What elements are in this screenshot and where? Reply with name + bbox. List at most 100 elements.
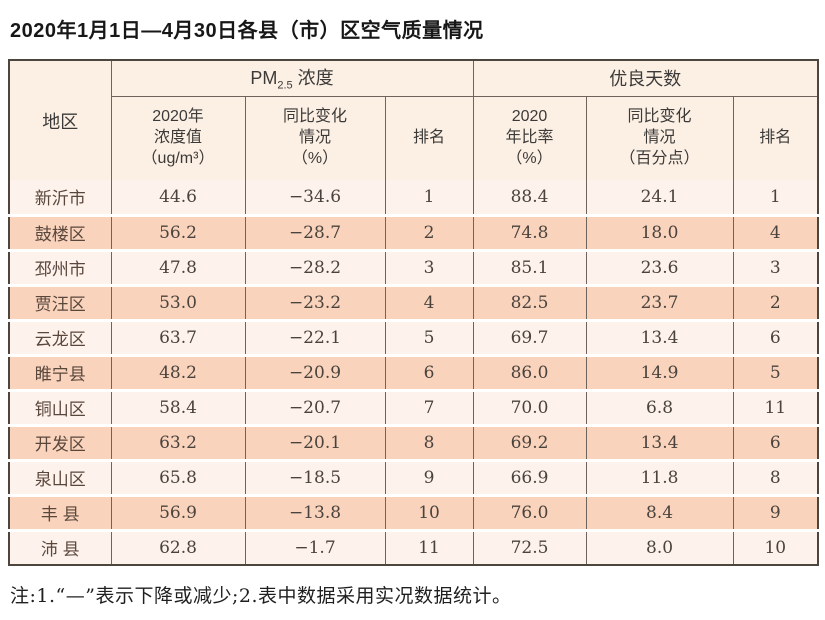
table-header: 地区 PM2.5 浓度 优良天数 2020年 浓度值 （ug/m³） 同比变化 … xyxy=(9,60,819,180)
pm-value-cell: 56.9 xyxy=(111,493,246,530)
region-cell: 贾汪区 xyxy=(9,283,112,320)
region-cell: 睢宁县 xyxy=(9,353,112,390)
pm-change-cell: −20.9 xyxy=(245,353,386,390)
pm-change-cell: −28.7 xyxy=(245,213,386,250)
region-cell: 新沂市 xyxy=(9,180,112,215)
good-rate-cell: 88.4 xyxy=(473,180,587,215)
table-row: 睢宁县 48.2 −20.9 6 86.0 14.9 5 xyxy=(9,353,819,390)
good-rank-cell: 1 xyxy=(733,180,819,215)
region-cell: 铜山区 xyxy=(9,388,112,425)
pm-rank-cell: 5 xyxy=(385,318,474,355)
good-rate-cell: 82.5 xyxy=(473,283,587,320)
pm-rank-cell: 3 xyxy=(385,248,474,285)
page-title: 2020年1月1日—4月30日各县（市）区空气质量情况 xyxy=(10,20,484,42)
good-rank-cell: 6 xyxy=(733,318,819,355)
good-rank-cell: 6 xyxy=(733,423,819,460)
good-rank-cell: 2 xyxy=(733,283,819,320)
column-header-pm-rank: 排名 xyxy=(385,96,474,180)
good-rate-cell: 76.0 xyxy=(473,493,587,530)
group-header-good-days: 优良天数 xyxy=(473,60,819,97)
region-cell: 云龙区 xyxy=(9,318,112,355)
region-cell: 开发区 xyxy=(9,423,112,460)
good-rank-cell: 8 xyxy=(733,458,819,495)
good-rate-cell: 70.0 xyxy=(473,388,587,425)
good-rank-cell: 10 xyxy=(733,528,819,565)
table-row: 云龙区 63.7 −22.1 5 69.7 13.4 6 xyxy=(9,318,819,355)
pm-rank-cell: 2 xyxy=(385,213,474,250)
good-change-cell: 6.8 xyxy=(586,388,734,425)
good-rank-cell: 9 xyxy=(733,493,819,530)
pm25-label-subscript: 2.5 xyxy=(277,80,293,93)
good-change-cell: 23.6 xyxy=(586,248,734,285)
good-rate-cell: 86.0 xyxy=(473,353,587,390)
good-change-cell: 23.7 xyxy=(586,283,734,320)
pm-rank-cell: 9 xyxy=(385,458,474,495)
good-change-cell: 8.4 xyxy=(586,493,734,530)
pm-change-cell: −22.1 xyxy=(245,318,386,355)
table-row: 沛 县 62.8 −1.7 11 72.5 8.0 10 xyxy=(9,528,819,565)
pm-rank-cell: 8 xyxy=(385,423,474,460)
pm25-label-base: PM xyxy=(250,68,278,89)
air-quality-table: 地区 PM2.5 浓度 优良天数 2020年 浓度值 （ug/m³） 同比变化 … xyxy=(8,59,820,566)
region-cell: 丰 县 xyxy=(9,493,112,530)
pm-value-cell: 62.8 xyxy=(111,528,246,565)
good-rank-cell: 4 xyxy=(733,213,819,250)
good-change-cell: 18.0 xyxy=(586,213,734,250)
good-rank-cell: 5 xyxy=(733,353,819,390)
region-cell: 沛 县 xyxy=(9,528,112,565)
table-row: 开发区 63.2 −20.1 8 69.2 13.4 6 xyxy=(9,423,819,460)
footnote: 注:1.“—”表示下降或减少;2.表中数据采用实况数据统计。 xyxy=(10,585,512,607)
region-cell: 鼓楼区 xyxy=(9,213,112,250)
column-header-good-rate: 2020 年比率 （%） xyxy=(473,96,587,180)
pm-change-cell: −20.7 xyxy=(245,388,386,425)
good-change-cell: 13.4 xyxy=(586,423,734,460)
pm-rank-cell: 4 xyxy=(385,283,474,320)
pm-rank-cell: 11 xyxy=(385,528,474,565)
group-header-pm25: PM2.5 浓度 xyxy=(111,60,474,97)
good-rate-cell: 72.5 xyxy=(473,528,587,565)
column-header-region: 地区 xyxy=(9,60,112,180)
pm-value-cell: 48.2 xyxy=(111,353,246,390)
pm-change-cell: −28.2 xyxy=(245,248,386,285)
table-row: 泉山区 65.8 −18.5 9 66.9 11.8 8 xyxy=(9,458,819,495)
table-row: 铜山区 58.4 −20.7 7 70.0 6.8 11 xyxy=(9,388,819,425)
pm-value-cell: 47.8 xyxy=(111,248,246,285)
pm25-label-tail: 浓度 xyxy=(292,68,334,89)
good-rate-cell: 66.9 xyxy=(473,458,587,495)
table-row: 丰 县 56.9 −13.8 10 76.0 8.4 9 xyxy=(9,493,819,530)
pm-change-cell: −20.1 xyxy=(245,423,386,460)
pm-change-cell: −18.5 xyxy=(245,458,386,495)
pm-rank-cell: 6 xyxy=(385,353,474,390)
region-cell: 邳州市 xyxy=(9,248,112,285)
good-change-cell: 14.9 xyxy=(586,353,734,390)
table-row: 邳州市 47.8 −28.2 3 85.1 23.6 3 xyxy=(9,248,819,285)
good-rank-cell: 11 xyxy=(733,388,819,425)
good-rate-cell: 69.7 xyxy=(473,318,587,355)
pm-value-cell: 63.7 xyxy=(111,318,246,355)
good-change-cell: 24.1 xyxy=(586,180,734,215)
table-body: 新沂市 44.6 −34.6 1 88.4 24.1 1 鼓楼区 56.2 −2… xyxy=(9,180,819,565)
table-row: 鼓楼区 56.2 −28.7 2 74.8 18.0 4 xyxy=(9,213,819,250)
table-row: 贾汪区 53.0 −23.2 4 82.5 23.7 2 xyxy=(9,283,819,320)
pm-value-cell: 65.8 xyxy=(111,458,246,495)
region-cell: 泉山区 xyxy=(9,458,112,495)
good-rate-cell: 69.2 xyxy=(473,423,587,460)
pm-value-cell: 44.6 xyxy=(111,180,246,215)
good-rate-cell: 74.8 xyxy=(473,213,587,250)
table-row: 新沂市 44.6 −34.6 1 88.4 24.1 1 xyxy=(9,180,819,215)
pm-change-cell: −34.6 xyxy=(245,180,386,215)
column-header-good-rank: 排名 xyxy=(733,96,819,180)
pm-rank-cell: 7 xyxy=(385,388,474,425)
pm-change-cell: −23.2 xyxy=(245,283,386,320)
pm-value-cell: 56.2 xyxy=(111,213,246,250)
column-header-pm-value: 2020年 浓度值 （ug/m³） xyxy=(111,96,246,180)
column-header-good-change: 同比变化 情况 （百分点） xyxy=(586,96,734,180)
good-rank-cell: 3 xyxy=(733,248,819,285)
good-change-cell: 11.8 xyxy=(586,458,734,495)
good-change-cell: 8.0 xyxy=(586,528,734,565)
pm-value-cell: 53.0 xyxy=(111,283,246,320)
pm-rank-cell: 1 xyxy=(385,180,474,215)
pm-change-cell: −13.8 xyxy=(245,493,386,530)
pm-value-cell: 58.4 xyxy=(111,388,246,425)
